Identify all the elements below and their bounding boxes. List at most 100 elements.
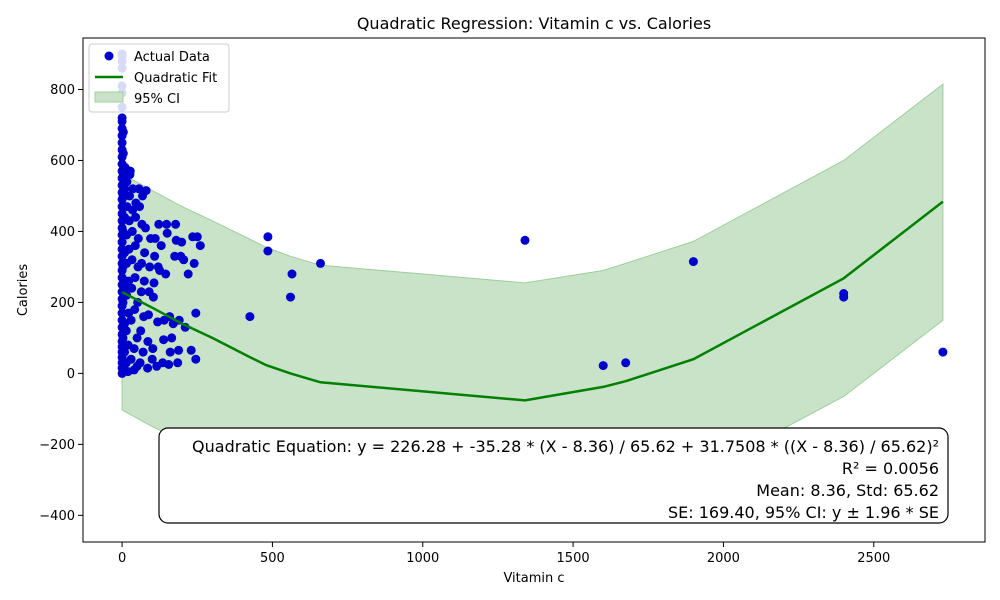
- x-axis-label: Vitamin c: [503, 571, 564, 586]
- data-point: [136, 287, 146, 297]
- y-axis-ticks: −400 −200 0 200 400 600 800: [39, 83, 83, 524]
- data-point: [621, 358, 631, 368]
- data-point: [133, 234, 143, 243]
- y-tick-label: 0: [67, 367, 75, 382]
- data-point: [189, 258, 199, 268]
- data-point: [127, 255, 137, 265]
- data-point: [121, 326, 131, 336]
- fit-line-layer: [121, 200, 944, 402]
- data-point: [126, 315, 136, 325]
- data-point: [118, 127, 128, 137]
- fit-line: [121, 200, 944, 402]
- plot-frame: [82, 37, 986, 543]
- data-point: [162, 219, 172, 229]
- data-point: [148, 344, 158, 354]
- data-point: [141, 223, 150, 233]
- data-point: [174, 345, 184, 355]
- data-point: [598, 361, 608, 371]
- data-point: [164, 360, 174, 369]
- data-point: [167, 333, 177, 343]
- annotation-se-ci: SE: 169.40, 95% CI: y ± 1.96 * SE: [668, 503, 939, 522]
- data-point: [139, 276, 149, 286]
- data-point: [131, 212, 141, 222]
- y-tick-label: 600: [50, 154, 75, 169]
- x-axis-ticks: 0 500 1000 1500 2000 2500: [118, 542, 890, 566]
- data-point: [179, 255, 189, 265]
- data-point: [141, 186, 151, 196]
- data-point: [688, 257, 698, 267]
- equation-annotation: Quadratic Equation: y = 226.28 + -35.28 …: [158, 427, 949, 524]
- data-point: [126, 354, 136, 364]
- data-point: [132, 333, 142, 343]
- data-point: [839, 292, 849, 302]
- data-point: [263, 246, 273, 256]
- x-tick-label: 2500: [857, 551, 890, 566]
- data-point: [138, 347, 148, 357]
- data-point: [125, 166, 135, 176]
- y-axis-label: Calories: [16, 264, 31, 317]
- data-point: [137, 258, 147, 268]
- data-point: [140, 248, 150, 258]
- data-point: [117, 308, 127, 318]
- data-point: [120, 283, 129, 293]
- data-point: [286, 292, 295, 302]
- x-tick-label: 1000: [406, 551, 439, 566]
- x-tick-label: 500: [260, 551, 285, 566]
- data-point: [165, 347, 175, 357]
- data-point: [154, 219, 164, 229]
- data-point: [130, 241, 140, 251]
- y-tick-label: −200: [39, 438, 75, 453]
- data-point: [316, 258, 325, 268]
- annotation-r-squared: R² = 0.0056: [842, 459, 939, 478]
- data-point: [287, 269, 297, 279]
- data-point: [118, 191, 128, 201]
- data-point: [118, 148, 128, 158]
- scatter-points-layer: [117, 49, 948, 378]
- data-point: [148, 292, 158, 302]
- data-point: [130, 273, 140, 283]
- data-point: [128, 205, 138, 215]
- data-point: [122, 177, 132, 187]
- x-tick-label: 0: [118, 551, 126, 566]
- legend-label-actual-data: Actual Data: [134, 50, 210, 65]
- data-point: [135, 202, 144, 212]
- data-point: [186, 345, 196, 355]
- data-point: [171, 219, 181, 229]
- data-point: [127, 283, 137, 293]
- legend-label-ci: 95% CI: [134, 92, 180, 107]
- data-point: [156, 241, 166, 251]
- plot-area: [117, 49, 948, 520]
- data-point: [117, 113, 127, 123]
- data-point: [149, 278, 159, 288]
- annotation-mean-std: Mean: 8.36, Std: 65.62: [756, 481, 939, 500]
- data-point: [195, 241, 205, 251]
- data-point: [938, 347, 948, 357]
- data-point: [245, 312, 255, 322]
- data-point: [263, 232, 273, 242]
- data-point: [159, 335, 169, 345]
- data-point: [117, 273, 127, 283]
- y-tick-label: 200: [50, 296, 75, 311]
- legend-box: [88, 43, 230, 113]
- data-point: [150, 251, 160, 261]
- data-point: [120, 184, 130, 194]
- annotation-equation: Quadratic Equation: y = 226.28 + -35.28 …: [192, 437, 939, 456]
- data-point: [130, 305, 140, 314]
- data-point: [145, 262, 155, 272]
- legend-marker-actual-data: [104, 51, 114, 61]
- data-point: [143, 363, 153, 373]
- y-tick-label: −400: [39, 509, 75, 524]
- x-tick-label: 1500: [557, 551, 590, 566]
- x-tick-label: 2000: [707, 551, 740, 566]
- data-point: [125, 191, 135, 201]
- data-point: [118, 333, 128, 343]
- data-point: [183, 269, 193, 279]
- legend: Actual Data Quadratic Fit 95% CI: [88, 43, 230, 113]
- data-point: [150, 234, 160, 243]
- data-point: [129, 344, 139, 354]
- data-point: [120, 347, 129, 357]
- data-point: [120, 319, 129, 329]
- data-point: [136, 326, 146, 336]
- y-tick-label: 800: [50, 83, 75, 98]
